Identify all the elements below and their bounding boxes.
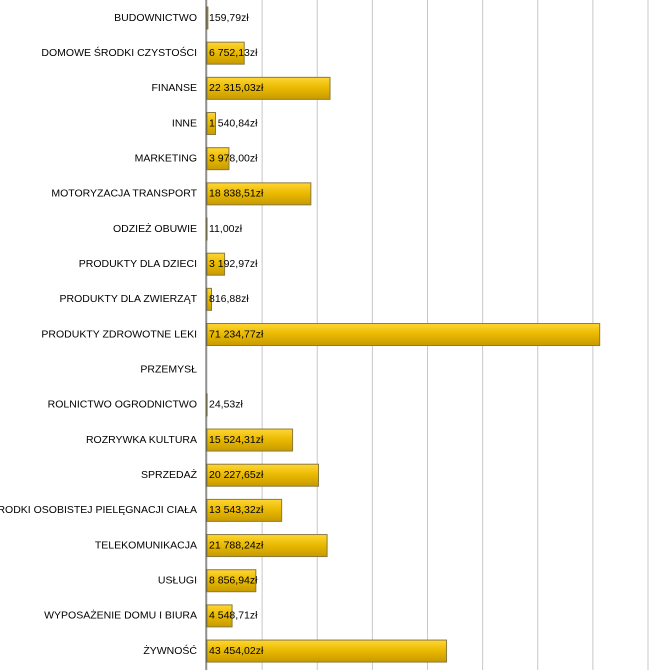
- value-label: 6 752,13zł: [209, 47, 258, 59]
- value-label: 20 227,65zł: [209, 469, 264, 481]
- bar: [206, 534, 328, 558]
- category-label: BUDOWNICTWO: [114, 12, 197, 24]
- value-label: 3 978,00zł: [209, 152, 258, 164]
- value-label: 8 856,94zł: [209, 575, 258, 587]
- bar: [206, 604, 233, 628]
- bar: [206, 569, 257, 593]
- value-label: 24,53zł: [209, 399, 244, 411]
- category-label: PRODUKTY ZDROWOTNE LEKI: [41, 328, 197, 340]
- value-label: 11,00zł: [209, 223, 243, 235]
- value-label: 816,88zł: [209, 293, 249, 305]
- category-label: MARKETING: [135, 152, 197, 164]
- value-label: 71 234,77zł: [209, 328, 264, 340]
- bar: [206, 76, 331, 100]
- value-label: 13 543,32zł: [209, 504, 264, 516]
- category-label: ROLNICTWO OGRODNICTWO: [48, 399, 197, 411]
- bar: [206, 639, 448, 663]
- bar: [206, 112, 216, 136]
- value-label: 159,79zł: [209, 12, 249, 24]
- category-label: PRZEMYSŁ: [140, 363, 197, 375]
- value-label: 21 788,24zł: [209, 539, 264, 551]
- value-label: 22 315,03zł: [209, 82, 264, 94]
- value-label: 4 548,71zł: [209, 610, 258, 622]
- bar: [206, 6, 209, 30]
- value-label: 3 192,97zł: [209, 258, 258, 270]
- category-label: MOTORYZACJA TRANSPORT: [51, 188, 197, 200]
- value-label: 1 540,84zł: [209, 117, 258, 129]
- category-label: INNE: [172, 117, 197, 129]
- bar: [206, 463, 320, 487]
- bar: [206, 287, 213, 311]
- value-label: 18 838,51zł: [209, 188, 264, 200]
- category-label: PRODUKTY DLA DZIECI: [79, 258, 197, 270]
- category-label: DOMOWE ŚRODKI CZYSTOŚCI: [41, 46, 197, 59]
- category-label: PRODUKTY DLA ZWIERZĄT: [60, 293, 198, 305]
- bar: [206, 323, 601, 347]
- category-label: USŁUGI: [158, 575, 197, 587]
- bar: [206, 498, 283, 522]
- bar: [206, 182, 312, 206]
- category-label: ŻYWNOŚĆ: [143, 644, 197, 657]
- bar: [206, 147, 230, 171]
- category-label: ŚRODKI OSOBISTEJ PIELĘGNACJI CIAŁA: [0, 503, 197, 516]
- bar: [206, 252, 226, 276]
- value-label: 15 524,31zł: [209, 434, 264, 446]
- bar: [206, 41, 245, 65]
- category-label: TELEKOMUNIKACJA: [95, 539, 197, 551]
- category-label: WYPOSAŻENIE DOMU I BIURA: [44, 609, 197, 622]
- bar: [206, 428, 294, 452]
- value-label: 43 454,02zł: [209, 645, 264, 657]
- category-label: ODZIEŻ OBUWIE: [113, 222, 197, 235]
- category-label: FINANSE: [151, 82, 197, 94]
- category-label: ROZRYWKA KULTURA: [86, 434, 197, 446]
- category-label: SPRZEDAŻ: [141, 468, 198, 481]
